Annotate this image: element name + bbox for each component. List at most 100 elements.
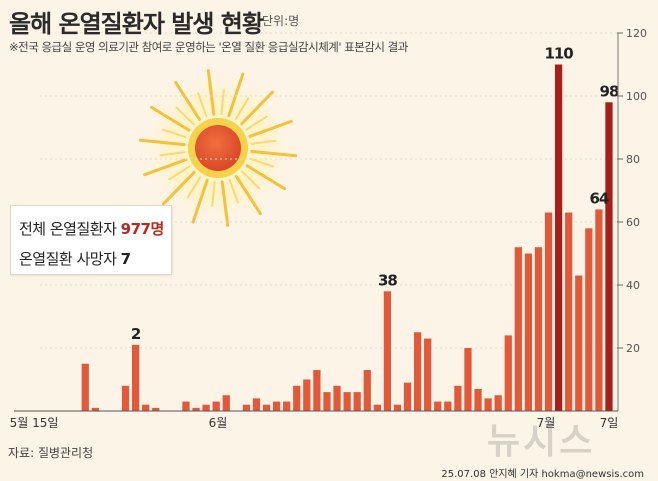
bar: [393, 404, 402, 411]
bar: [192, 407, 200, 411]
bar: [262, 404, 271, 411]
watermark-logo: 뉴시스: [487, 421, 596, 462]
bar: [212, 401, 220, 411]
bar: [313, 370, 321, 411]
bar: [514, 247, 522, 411]
bar: [494, 395, 502, 411]
patients-value: 977명: [120, 220, 165, 238]
bar: [524, 253, 533, 411]
x-tick-label: 7일: [600, 416, 619, 430]
bar: [222, 395, 230, 411]
bar: [464, 348, 472, 411]
sun-ray: [162, 170, 196, 206]
data-labels: 2 38 110 64 98: [131, 45, 620, 343]
bar: [474, 388, 482, 411]
y-axis: 20 40 60 80 100 120: [617, 27, 647, 411]
sun-ray: [143, 158, 188, 177]
bar: [202, 404, 210, 411]
data-label: 110: [544, 45, 573, 63]
sun-ray: [245, 164, 287, 191]
x-tick-label: 7월: [537, 416, 556, 430]
data-label: 2: [131, 325, 141, 343]
sun-ray: [175, 106, 195, 126]
bar: [343, 392, 351, 411]
data-label: 38: [378, 271, 397, 289]
sun-ray: [234, 175, 262, 216]
bar: [534, 247, 543, 411]
data-label: 64: [589, 189, 608, 207]
unit-label: 단위:명: [262, 14, 300, 28]
sun-ray: [241, 170, 261, 190]
sun-ray: [206, 69, 216, 116]
bar: [434, 401, 442, 411]
bar: [565, 212, 573, 411]
y-tick-label: 20: [626, 342, 640, 355]
bar: [605, 102, 613, 412]
x-axis: 5월 15일 6월 7월 7일: [10, 410, 619, 430]
bar: [403, 382, 412, 411]
sun-ray: [250, 139, 277, 145]
bar: [504, 335, 512, 411]
sun-ray: [220, 180, 230, 227]
bar: [272, 401, 281, 411]
x-tick-label: 6월: [209, 416, 228, 430]
summary-box: 전체 온열질환자 977명 온열질환 사망자 7: [10, 205, 172, 275]
sun-ray: [186, 176, 202, 199]
sun-ray: [245, 115, 268, 131]
bar: [182, 401, 190, 411]
bar: [81, 363, 89, 411]
bar: [293, 385, 301, 411]
sun-ray: [250, 149, 298, 158]
credit-text: 25.07.08 안지혜 기자 hokma@newsis.com: [441, 469, 644, 480]
bar: [242, 404, 251, 411]
bar: [585, 228, 593, 411]
bar: [121, 385, 130, 411]
x-tick-label: 5월 15일: [10, 416, 59, 430]
bar: [303, 379, 311, 411]
bar: [333, 385, 341, 411]
bar: [484, 398, 492, 411]
bar: [131, 344, 140, 411]
bar: [252, 398, 261, 411]
sun-ray: [249, 157, 274, 168]
patients-total: 전체 온열질환자 977명: [19, 218, 164, 239]
deaths-total: 온열질환 사망자 7: [19, 248, 131, 269]
sun-ray: [162, 128, 187, 139]
data-label: 98: [600, 82, 619, 100]
sun-ray: [138, 138, 186, 147]
sun-ray: [168, 165, 191, 181]
bar: [383, 291, 392, 411]
bar: [454, 385, 462, 411]
sun-ray: [220, 89, 225, 116]
bar: [353, 392, 361, 411]
y-tick-label: 80: [626, 153, 640, 166]
bar: [444, 401, 452, 411]
bar: [544, 212, 553, 411]
bar: [363, 370, 371, 411]
sun-ray: [240, 90, 274, 126]
bar: [283, 401, 291, 411]
bar: [575, 275, 583, 411]
sun-ray: [149, 105, 191, 132]
sun-ray: [234, 97, 250, 120]
bar: [424, 338, 432, 411]
bar: [554, 64, 563, 411]
sun-ray: [211, 180, 216, 207]
y-tick-label: 40: [626, 279, 640, 292]
y-tick-label: 60: [626, 216, 640, 229]
sun-ray: [197, 92, 208, 118]
bar: [413, 332, 422, 411]
deaths-value: 7: [120, 250, 131, 268]
y-tick-label: 120: [626, 27, 647, 40]
bar: [595, 209, 603, 411]
bar: [91, 407, 99, 411]
sun-ray: [191, 178, 209, 224]
patients-label: 전체 온열질환자: [19, 220, 117, 238]
source-text: 자료: 질병관리청: [8, 446, 94, 460]
bar: [373, 404, 381, 411]
sun-ray: [174, 80, 202, 121]
page-title: 올해 온열질환자 발생 현황: [9, 10, 264, 38]
bar: [142, 404, 150, 411]
bar-series: [81, 64, 613, 412]
